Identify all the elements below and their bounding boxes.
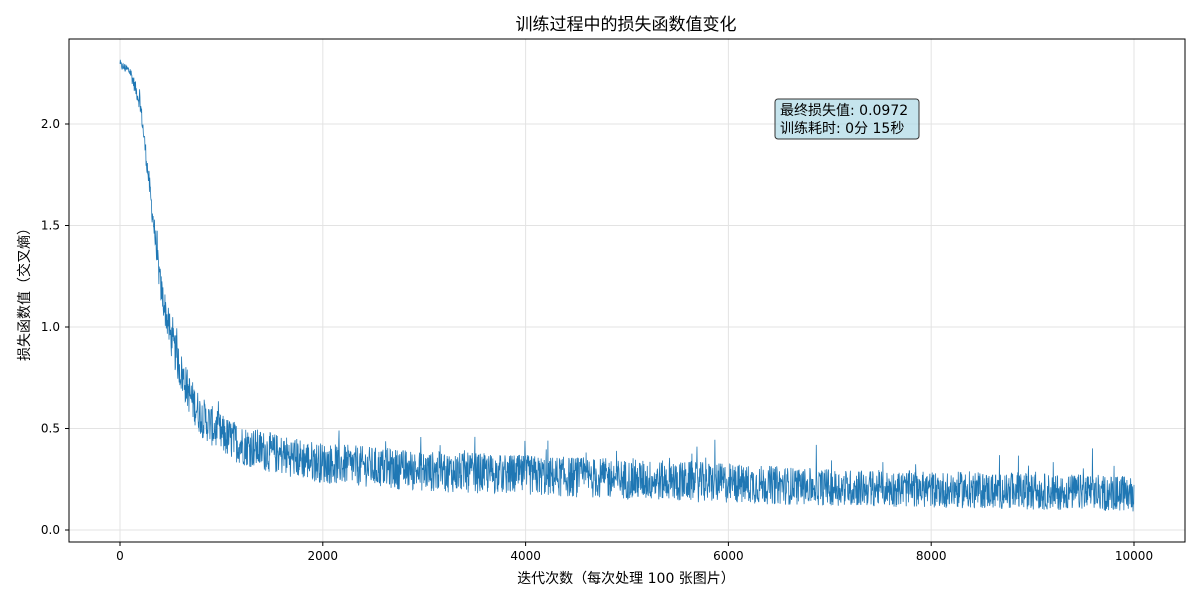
chart-title: 训练过程中的损失函数值变化 [516, 15, 737, 35]
plot-area [119, 59, 1135, 512]
axes-frame [68, 38, 1186, 543]
x-tick-label: 0 [116, 549, 124, 563]
x-tick-label: 2000 [308, 549, 339, 563]
y-tick-label: 0.0 [41, 523, 60, 537]
loss-curve [119, 59, 1135, 512]
y-tick-label: 1.0 [41, 320, 60, 334]
x-axis-ticks: 0 2000 4000 6000 8000 10000 [116, 542, 1153, 563]
y-axis-label: 损失函数值（交叉熵） [16, 221, 33, 361]
y-tick-label: 2.0 [41, 117, 60, 131]
grid-lines [69, 39, 1185, 542]
x-axis-label: 迭代次数（每次处理 100 张图片） [517, 571, 735, 587]
x-tick-label: 10000 [1115, 549, 1153, 563]
x-tick-label: 8000 [916, 549, 947, 563]
x-tick-label: 6000 [713, 549, 744, 563]
y-axis-ticks: 0.0 0.5 1.0 1.5 2.0 [41, 117, 69, 537]
y-tick-label: 1.5 [41, 219, 60, 233]
x-tick-label: 4000 [510, 549, 541, 563]
final-loss-text: 最终损失值: 0.0972 [780, 103, 908, 119]
y-tick-label: 0.5 [41, 422, 60, 436]
training-time-text: 训练耗时: 0分 15秒 [780, 121, 904, 137]
annotation-box: 最终损失值: 0.0972 训练耗时: 0分 15秒 [774, 98, 920, 140]
